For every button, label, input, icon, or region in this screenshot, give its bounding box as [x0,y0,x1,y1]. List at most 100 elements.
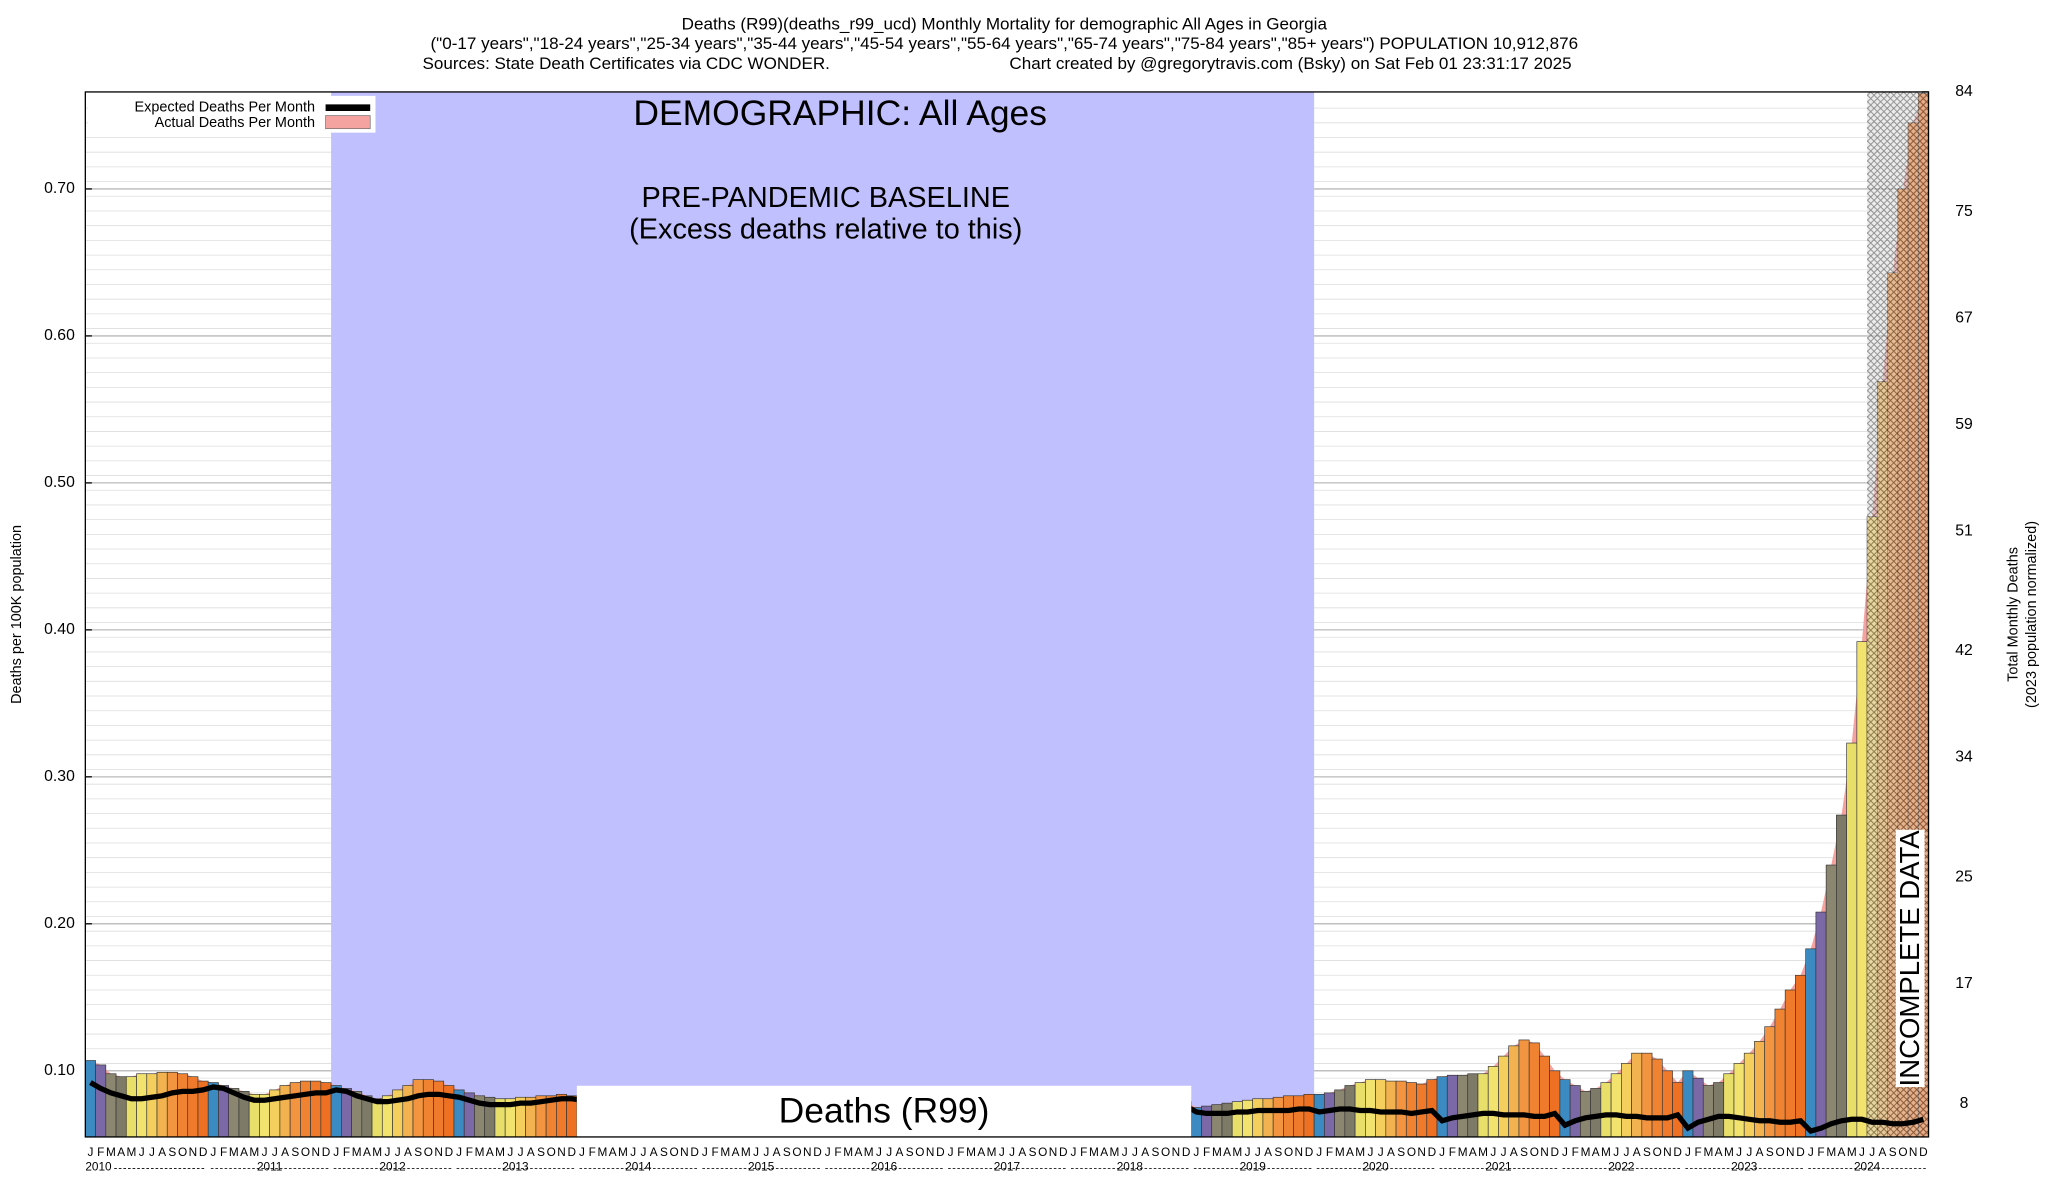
y2-tick-label: 42 [1955,642,1973,659]
bar [1672,1082,1684,1138]
month-label: M [1212,1145,1222,1159]
month-label: M [1110,1145,1120,1159]
month-label: D [1428,1145,1437,1159]
month-label: A [1879,1145,1887,1159]
bar [1549,1070,1561,1138]
month-label: J [1736,1145,1742,1159]
month-label: M [372,1145,382,1159]
month-label: S [168,1145,176,1159]
bar [1324,1092,1335,1138]
bar [85,1060,96,1138]
bar [218,1085,230,1138]
year-label: 2024 [1854,1159,1881,1173]
month-label: S [1766,1145,1774,1159]
month-label: M [843,1145,853,1159]
demographic-label: DEMOGRAPHIC: All Ages [633,93,1047,133]
month-label: A [1715,1145,1723,1159]
month-label: M [618,1145,628,1159]
month-label: J [272,1145,278,1159]
month-label: J [333,1145,339,1159]
bar [1313,1093,1325,1138]
month-label: F [220,1145,227,1159]
month-label: J [825,1145,831,1159]
bar [1713,1082,1725,1138]
bar [146,1073,158,1138]
month-label: N [1786,1145,1795,1159]
month-label: A [895,1145,903,1159]
month-label: A [281,1145,289,1159]
bar [566,1095,578,1138]
bar [1702,1085,1714,1138]
month-label: J [1869,1145,1875,1159]
y-tick-label: 0.70 [44,180,75,197]
month-label: O [1161,1145,1170,1159]
month-label: J [1255,1145,1261,1159]
month-label: F [834,1145,841,1159]
bar [1836,814,1847,1138]
month-label: F [97,1145,104,1159]
month-label: O [1407,1145,1416,1159]
month-label: F [711,1145,718,1159]
month-label: N [1172,1145,1181,1159]
incomplete-label-group: INCOMPLETE DATA [1894,830,1925,1088]
y-tick-label: 0.10 [44,1062,75,1079]
month-label: N [1663,1145,1672,1159]
bar [371,1098,383,1138]
bar [1856,641,1868,1138]
bar [433,1080,445,1138]
bar [105,1073,117,1138]
month-label: J [999,1145,1005,1159]
bar [156,1071,168,1138]
month-label: M [249,1145,259,1159]
month-label: J [1490,1145,1496,1159]
month-label: N [1295,1145,1304,1159]
year-label: 2020 [1362,1159,1389,1173]
bar [177,1073,189,1138]
bar [392,1089,404,1138]
y2-tick-label: 51 [1955,522,1973,539]
y-tick-label: 0.30 [44,768,75,785]
bar [1375,1079,1387,1138]
bar [1692,1077,1704,1138]
month-label: N [1909,1145,1918,1159]
month-label: A [1223,1145,1231,1159]
month-label: A [732,1145,740,1159]
bar [1242,1099,1254,1138]
month-label: M [966,1145,976,1159]
month-label: D [322,1145,331,1159]
legend-swatch [325,115,371,130]
bar [1805,948,1817,1138]
bar [1252,1098,1264,1138]
y2-tick-label: 75 [1955,203,1973,220]
bar [1303,1093,1315,1138]
bar [1846,742,1858,1138]
bar [1405,1082,1417,1138]
bar [1743,1052,1755,1138]
y2-axis-label: (2023 population normalized) [2024,521,2040,708]
month-label: J [1009,1145,1015,1159]
bar [1621,1063,1632,1138]
baseline-note: (Excess deaths relative to this) [629,214,1022,246]
month-label: F [589,1145,596,1159]
month-label: J [210,1145,216,1159]
month-label: N [434,1145,443,1159]
month-label: O [670,1145,679,1159]
month-label: M [864,1145,874,1159]
year-label: 2022 [1608,1159,1634,1173]
year-label: 2011 [257,1159,282,1173]
month-label: J [1685,1145,1691,1159]
month-label: O [1284,1145,1293,1159]
month-label: J [876,1145,882,1159]
baseline-label: PRE-PANDEMIC BASELINE [642,182,1011,214]
month-label: M [598,1145,608,1159]
month-label: J [1808,1145,1814,1159]
month-label: J [518,1145,524,1159]
bar [1508,1045,1520,1138]
month-label: N [557,1145,566,1159]
month-label: S [1274,1145,1282,1159]
month-label: J [1316,1145,1322,1159]
bar [279,1085,291,1138]
month-label: A [1387,1145,1395,1159]
month-label: O [1653,1145,1662,1159]
month-label: D [199,1145,208,1159]
